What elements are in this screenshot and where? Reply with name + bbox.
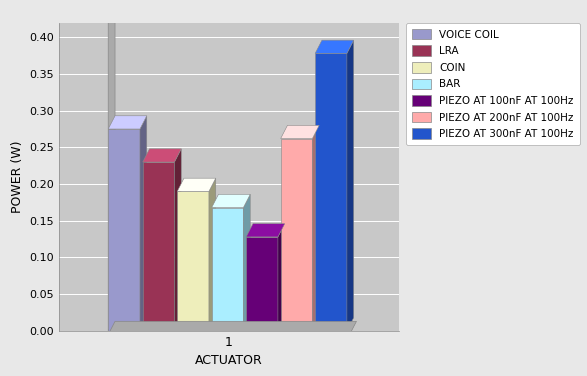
Polygon shape [212, 208, 244, 331]
Polygon shape [315, 40, 354, 53]
Polygon shape [174, 149, 181, 331]
Polygon shape [212, 194, 250, 208]
Polygon shape [177, 191, 209, 331]
Polygon shape [108, 129, 140, 331]
Polygon shape [315, 53, 347, 331]
Polygon shape [209, 178, 216, 331]
Polygon shape [143, 149, 181, 162]
Polygon shape [246, 237, 278, 331]
Polygon shape [108, 116, 147, 129]
Polygon shape [143, 162, 174, 331]
Polygon shape [312, 125, 319, 331]
Polygon shape [140, 116, 147, 331]
Polygon shape [347, 40, 354, 331]
Polygon shape [281, 138, 312, 331]
Polygon shape [108, 321, 356, 335]
Legend: VOICE COIL, LRA, COIN, BAR, PIEZO AT 100nF AT 100Hz, PIEZO AT 200nF AT 100Hz, PI: VOICE COIL, LRA, COIN, BAR, PIEZO AT 100… [406, 23, 580, 146]
Polygon shape [281, 125, 319, 138]
X-axis label: ACTUATOR: ACTUATOR [195, 354, 263, 367]
Polygon shape [177, 178, 216, 191]
Y-axis label: POWER (W): POWER (W) [11, 141, 23, 213]
Polygon shape [244, 194, 250, 331]
Polygon shape [108, 9, 115, 331]
Polygon shape [278, 224, 285, 331]
Polygon shape [246, 224, 285, 237]
